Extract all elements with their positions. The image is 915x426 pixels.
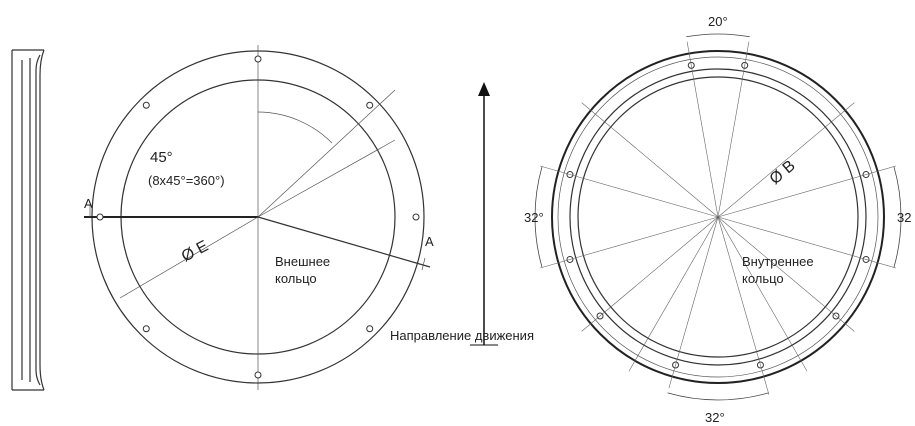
bolt-hole — [143, 102, 149, 108]
center-line — [687, 42, 718, 217]
center-line — [540, 166, 718, 217]
ring-label: кольцо — [275, 271, 317, 286]
arrow-head — [478, 82, 490, 96]
profile-view — [12, 50, 44, 390]
center-line — [718, 217, 807, 371]
angle-label: 20° — [708, 14, 728, 29]
dimension-arc — [668, 393, 769, 400]
center-line — [582, 217, 718, 331]
bolt-hole — [255, 372, 261, 378]
center-line — [629, 217, 718, 371]
diameter-label: Ø E — [179, 238, 211, 266]
drawing: A A 45° (8x45°=360°) Ø E Внешнее кольцо … — [0, 0, 915, 426]
center-line — [718, 217, 854, 331]
diameter-label: Ø B — [767, 157, 799, 188]
angle-label: 45° — [150, 149, 173, 166]
angle-note: (8x45°=360°) — [148, 173, 225, 188]
angle-label: 32° — [524, 210, 544, 225]
center-line — [540, 217, 718, 268]
bolt-hole — [143, 326, 149, 332]
section-label: A — [425, 234, 434, 249]
bolt-hole — [367, 326, 373, 332]
bolt-hole — [413, 214, 419, 220]
direction-label: Направление движения — [390, 328, 534, 343]
center-line — [718, 42, 749, 217]
bolt-hole — [367, 102, 373, 108]
dimension-arc — [686, 34, 750, 37]
center-line — [718, 217, 769, 395]
center-line — [718, 166, 896, 217]
bolt-hole — [255, 56, 261, 62]
ring-label: Внутреннее — [742, 254, 814, 269]
outer-ring-view — [84, 45, 430, 390]
angle-label: 32 — [897, 210, 911, 225]
center-line — [582, 103, 718, 217]
inner-ring-view — [535, 34, 901, 400]
section-label: A — [84, 196, 93, 211]
bolt-hole — [97, 214, 103, 220]
ring-label: кольцо — [742, 271, 784, 286]
ring-label: Внешнее — [275, 254, 330, 269]
angle-label: 32° — [705, 410, 725, 425]
